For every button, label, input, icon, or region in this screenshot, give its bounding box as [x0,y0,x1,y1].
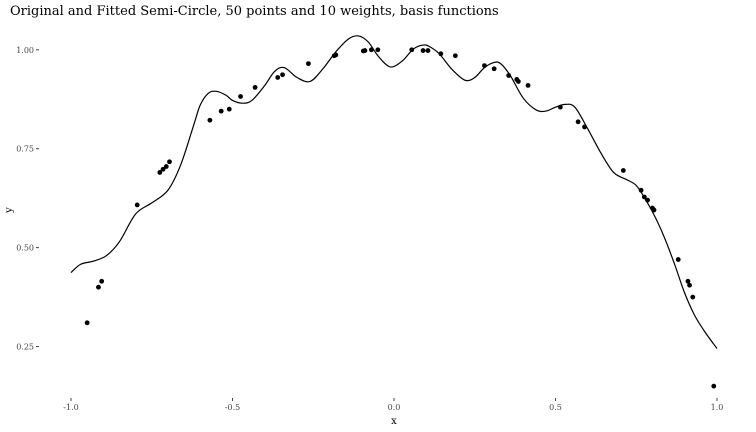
data-point [226,106,232,112]
x-tick-label: -1.0 [63,403,78,412]
data-point [638,187,644,193]
y-tick-label: 0.25 [16,343,34,352]
data-point [420,48,426,53]
data-point [687,282,692,288]
data-point [333,52,339,58]
y-tick-label: 1.00 [16,46,34,55]
data-point [157,170,163,175]
data-point [238,94,243,99]
data-point [160,166,166,172]
data-point [491,66,497,72]
data-point [452,53,458,59]
data-point [280,72,285,78]
x-axis: -1.0 -0.5 0.0 0.5 1.0 [63,398,723,412]
x-tick-label: -0.5 [225,403,240,412]
data-point [690,294,696,300]
x-tick-label: 1.0 [711,403,724,412]
data-point [96,284,101,290]
data-point [375,47,381,53]
data-point [641,194,647,200]
data-point [575,119,581,125]
data-point [207,117,213,123]
x-tick-label: 0.5 [549,403,562,412]
data-point [506,73,512,78]
data-point [557,104,563,110]
data-point [582,124,587,130]
data-point [167,159,172,165]
data-point [675,257,681,262]
data-point [651,207,657,213]
chart-title: Original and Fitted Semi-Circle, 50 poin… [10,4,499,19]
data-point [362,48,368,53]
data-point [425,48,431,53]
data-point [515,79,521,84]
data-point [438,51,444,57]
fitted-curve [70,35,718,349]
x-axis-label: x [391,416,397,427]
data-point [685,278,691,284]
y-tick-label: 0.75 [16,145,34,154]
data-point [84,320,90,326]
data-point [620,168,626,173]
data-point [409,47,415,53]
y-axis-label: y [4,207,15,214]
data-point [645,197,650,203]
data-point [163,164,169,169]
original-points [84,47,717,389]
data-point [368,47,374,53]
y-axis: 0.25 0.50 0.75 1.00 [16,46,39,352]
data-point [306,61,311,67]
x-tick-label: 0.0 [388,403,401,412]
data-point [134,202,140,208]
y-tick-label: 0.50 [16,244,34,253]
data-point [252,84,258,90]
data-point [711,383,717,389]
data-point [218,108,224,114]
data-point [482,63,487,69]
data-point [275,75,281,80]
data-point [525,82,531,88]
data-point [99,278,105,284]
